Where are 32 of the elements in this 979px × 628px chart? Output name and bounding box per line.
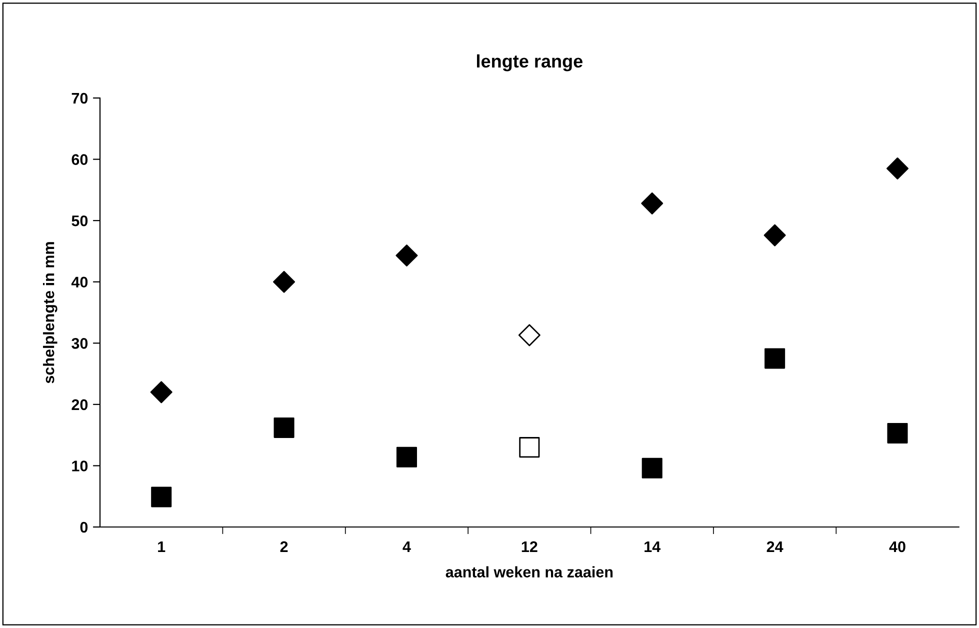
- x-tick-label: 2: [280, 541, 288, 552]
- point: [886, 157, 908, 180]
- y-tick-label: 10: [72, 460, 88, 472]
- y-tick-label: 20: [72, 399, 88, 410]
- point: [396, 244, 418, 266]
- y-tick-label: 70: [72, 92, 88, 104]
- point: [150, 381, 172, 404]
- y-tick-label: 60: [72, 154, 88, 165]
- point: [518, 324, 540, 346]
- y-axis-title: schelplengte in mm: [43, 242, 58, 384]
- y-tick-label: 50: [72, 215, 88, 226]
- point: [396, 446, 417, 468]
- x-tick-label: 40: [889, 541, 906, 552]
- point: [273, 270, 296, 293]
- point: [764, 348, 786, 369]
- y-tick-label: 0: [80, 522, 88, 533]
- point: [274, 417, 294, 438]
- x-tick-label: 4: [402, 541, 411, 552]
- point: [151, 486, 172, 508]
- x-tick-label: 1: [158, 541, 166, 552]
- x-tick-label: 24: [766, 541, 784, 552]
- point: [519, 437, 540, 458]
- x-tick-label: 12: [522, 541, 538, 552]
- point: [641, 192, 664, 214]
- point: [764, 224, 786, 246]
- chart-title: lengte range: [477, 54, 582, 72]
- y-tick-label: 30: [72, 338, 88, 349]
- point: [887, 422, 908, 444]
- x-tick-label: 14: [644, 541, 661, 552]
- x-axis-title: aantal weken na zaaien: [446, 566, 613, 578]
- point: [642, 458, 662, 478]
- y-tick-label: 40: [71, 276, 88, 288]
